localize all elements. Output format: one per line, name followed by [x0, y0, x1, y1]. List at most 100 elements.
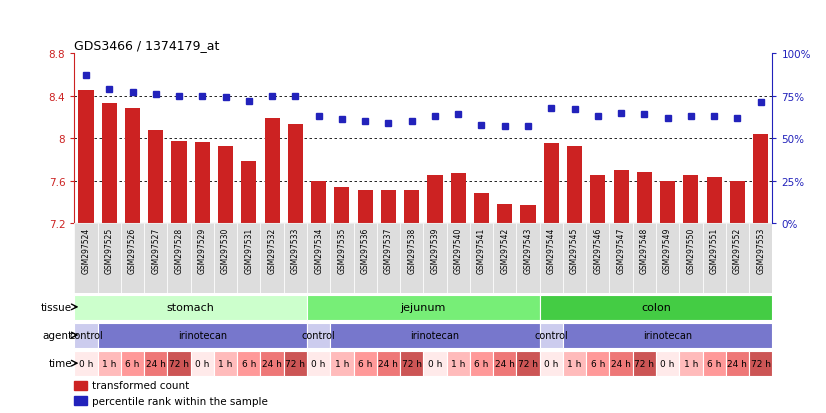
Bar [284, 351, 307, 377]
Bar [474, 194, 489, 223]
Text: 6 h: 6 h [591, 359, 605, 368]
Bar [195, 143, 210, 223]
Text: GSM297525: GSM297525 [105, 227, 114, 273]
Bar [97, 323, 307, 349]
Text: jejunum: jejunum [401, 302, 446, 312]
Text: irinotecan: irinotecan [178, 330, 227, 340]
Text: GSM297526: GSM297526 [128, 227, 137, 273]
Bar [539, 351, 563, 377]
Text: 6 h: 6 h [242, 359, 256, 368]
Bar [145, 351, 168, 377]
Bar [74, 295, 307, 320]
Bar [335, 188, 349, 223]
Text: control: control [301, 330, 335, 340]
Text: GSM297553: GSM297553 [756, 227, 765, 273]
Text: agent: agent [42, 330, 72, 340]
Text: GSM297543: GSM297543 [524, 227, 533, 273]
Bar [74, 351, 97, 377]
Bar [563, 223, 586, 294]
Bar [121, 223, 145, 294]
Text: GSM297541: GSM297541 [477, 227, 486, 273]
Bar [191, 351, 214, 377]
Bar [679, 223, 702, 294]
Bar [679, 351, 702, 377]
Bar [307, 295, 539, 320]
Bar [97, 351, 121, 377]
Text: GSM297532: GSM297532 [268, 227, 277, 273]
Bar [610, 351, 633, 377]
Bar [637, 173, 652, 223]
Bar [424, 351, 447, 377]
Text: GSM297533: GSM297533 [291, 227, 300, 273]
Text: GSM297540: GSM297540 [453, 227, 463, 273]
Text: GSM297546: GSM297546 [593, 227, 602, 273]
Bar [610, 223, 633, 294]
Text: GSM297538: GSM297538 [407, 227, 416, 273]
Bar [702, 223, 726, 294]
Text: 24 h: 24 h [262, 359, 282, 368]
Bar [74, 323, 97, 349]
Bar [470, 223, 493, 294]
Bar [451, 174, 466, 223]
Bar [330, 223, 354, 294]
Text: 72 h: 72 h [401, 359, 422, 368]
Text: 72 h: 72 h [751, 359, 771, 368]
Text: GSM297535: GSM297535 [337, 227, 346, 273]
Bar [218, 146, 233, 223]
Bar [191, 223, 214, 294]
Bar [307, 223, 330, 294]
Bar [706, 178, 722, 223]
Bar [214, 351, 237, 377]
Text: stomach: stomach [167, 302, 215, 312]
Text: GSM297547: GSM297547 [616, 227, 625, 273]
Bar [287, 125, 303, 223]
Bar [730, 181, 745, 223]
Text: 72 h: 72 h [285, 359, 306, 368]
Text: GSM297524: GSM297524 [82, 227, 91, 273]
Text: 1 h: 1 h [684, 359, 698, 368]
Text: GSM297528: GSM297528 [174, 227, 183, 273]
Text: 24 h: 24 h [495, 359, 515, 368]
Text: 1 h: 1 h [335, 359, 349, 368]
Text: 24 h: 24 h [146, 359, 166, 368]
Bar [447, 351, 470, 377]
Text: 72 h: 72 h [634, 359, 654, 368]
Bar [168, 351, 191, 377]
Bar [237, 351, 260, 377]
Bar [260, 223, 284, 294]
Text: GSM297534: GSM297534 [314, 227, 323, 273]
Bar [121, 351, 145, 377]
Bar [354, 351, 377, 377]
Text: GSM297542: GSM297542 [501, 227, 510, 273]
Text: 1 h: 1 h [102, 359, 116, 368]
Text: percentile rank within the sample: percentile rank within the sample [92, 396, 268, 406]
Bar [74, 381, 87, 390]
Text: time: time [49, 358, 72, 368]
Bar [633, 223, 656, 294]
Bar [307, 323, 330, 349]
Text: GSM297539: GSM297539 [430, 227, 439, 273]
Bar [591, 176, 605, 223]
Text: GSM297530: GSM297530 [221, 227, 230, 273]
Text: 6 h: 6 h [707, 359, 721, 368]
Bar [567, 146, 582, 223]
Bar [424, 223, 447, 294]
Bar [702, 351, 726, 377]
Text: control: control [534, 330, 568, 340]
Bar [125, 109, 140, 223]
Text: GSM297536: GSM297536 [361, 227, 370, 273]
Bar [586, 223, 610, 294]
Text: tissue: tissue [41, 302, 72, 312]
Text: 24 h: 24 h [611, 359, 631, 368]
Bar [78, 91, 93, 223]
Bar [102, 104, 116, 223]
Bar [241, 162, 256, 223]
Bar [260, 351, 284, 377]
Bar [330, 351, 354, 377]
Bar [400, 351, 424, 377]
Bar [358, 191, 373, 223]
Text: 6 h: 6 h [358, 359, 373, 368]
Text: GSM297531: GSM297531 [244, 227, 254, 273]
Text: 72 h: 72 h [169, 359, 189, 368]
Text: GSM297550: GSM297550 [686, 227, 695, 273]
